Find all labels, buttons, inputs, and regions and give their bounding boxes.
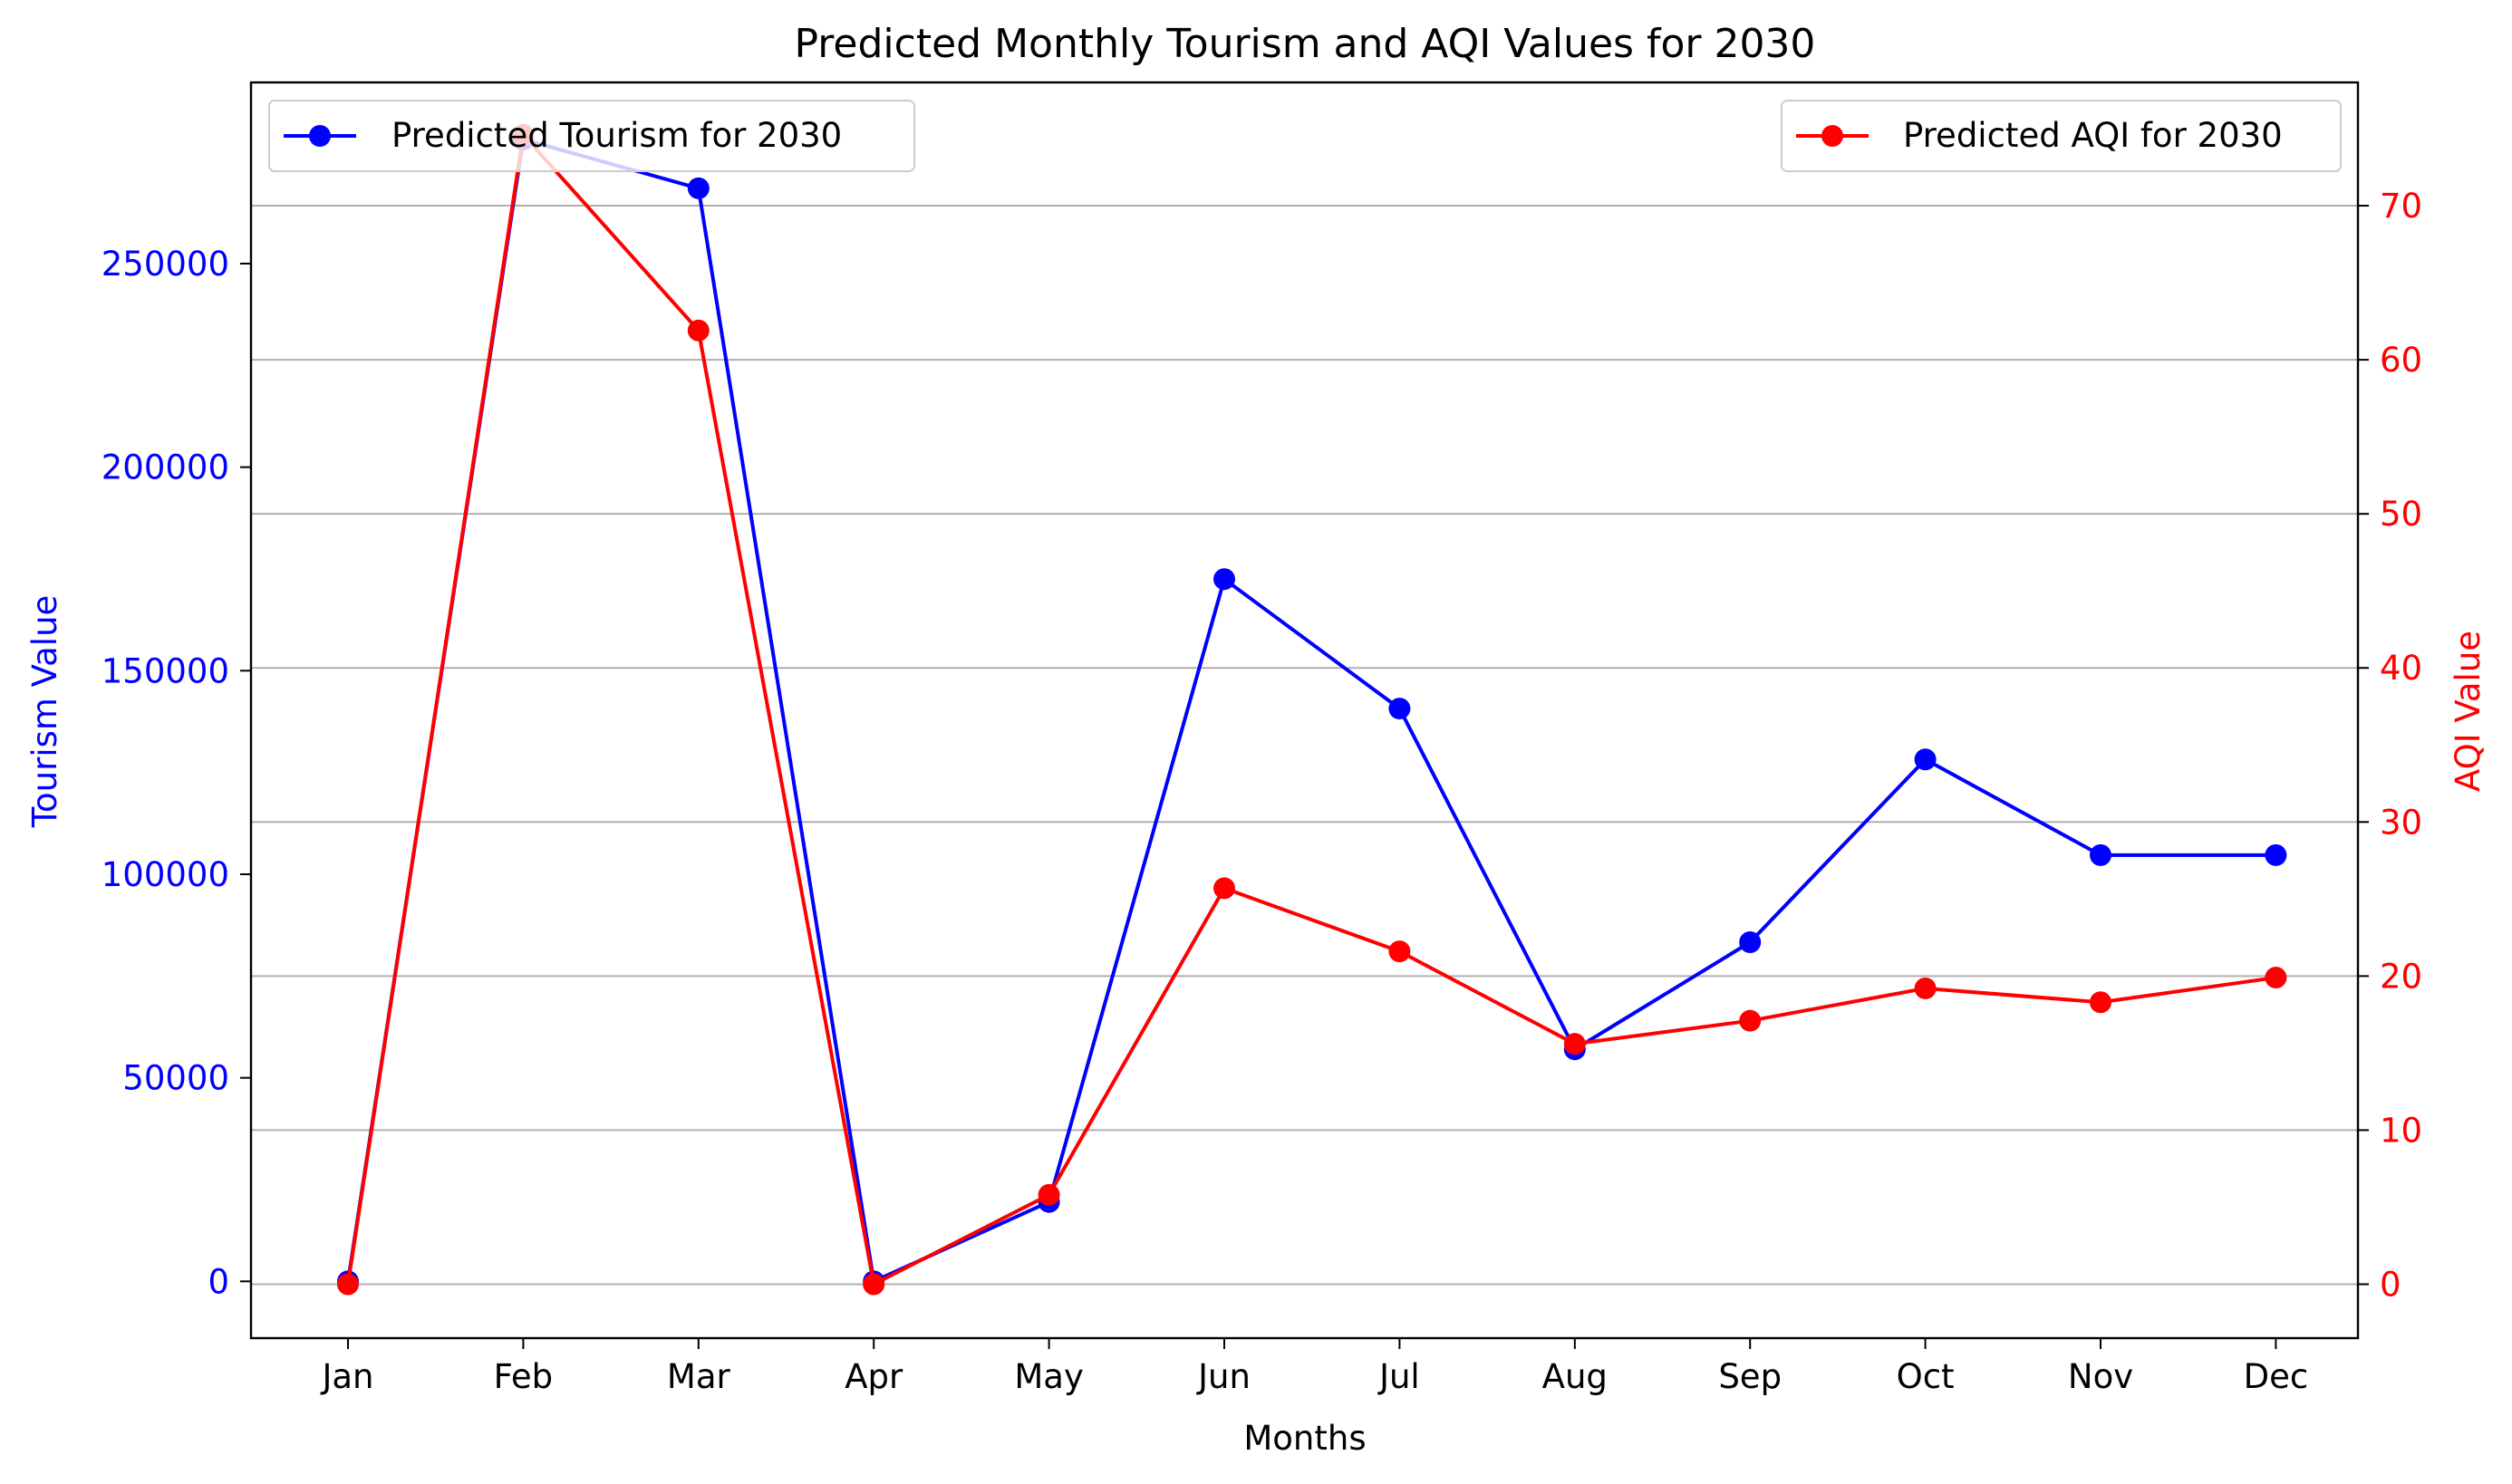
point-aqi-apr	[863, 1273, 885, 1296]
legend-tourism-box	[268, 100, 915, 172]
point-aqi-oct	[1914, 977, 1937, 999]
point-aqi-mar	[687, 319, 710, 342]
point-tourism-sep	[1739, 931, 1762, 954]
y-axis-left: 0 50000 100000 150000 200000 250000	[101, 245, 251, 1301]
grid-lines	[251, 205, 2358, 1286]
point-tourism-mar	[687, 177, 710, 199]
point-aqi-nov	[2090, 991, 2111, 1014]
point-tourism-dec	[2265, 843, 2287, 866]
legend-aqi-label: Predicted AQI for 2030	[1903, 116, 2283, 155]
y-right-tick-label-6: 60	[2380, 341, 2422, 380]
point-tourism-jul	[1388, 698, 1411, 720]
y-axis-right: 0 10 20 30 40 50 60 70	[2358, 187, 2422, 1304]
x-tick-label-jul: Jul	[1377, 1357, 1420, 1396]
chart-title: Predicted Monthly Tourism and AQI Values…	[795, 21, 1816, 67]
x-tick-label-nov: Nov	[2068, 1357, 2133, 1396]
y-left-tick-label-4: 200000	[101, 448, 229, 487]
point-aqi-jul	[1388, 940, 1411, 963]
point-aqi-aug	[1563, 1033, 1586, 1055]
plot-frame	[249, 81, 2360, 1340]
legend-aqi-marker-swatch	[1821, 125, 1843, 147]
y-left-tick-label-5: 250000	[101, 245, 229, 284]
legend-aqi-box	[1781, 100, 2342, 172]
point-aqi-dec	[2265, 967, 2287, 989]
y-left-tick-label-1: 50000	[122, 1059, 229, 1098]
y-right-tick-label-5: 50	[2380, 495, 2422, 534]
y-left-tick-label-3: 150000	[101, 651, 229, 690]
y-right-tick-label-4: 40	[2380, 649, 2422, 688]
point-aqi-may	[1038, 1183, 1060, 1206]
x-axis-label: Months	[1243, 1419, 1366, 1458]
y-right-tick-label-0: 0	[2380, 1265, 2401, 1304]
x-tick-label-apr: Apr	[845, 1357, 903, 1396]
point-aqi-jun	[1213, 877, 1235, 900]
y-right-tick-label-3: 30	[2380, 803, 2422, 842]
x-tick-label-feb: Feb	[494, 1357, 554, 1396]
y-left-tick-label-0: 0	[208, 1262, 229, 1301]
y-left-tick-label-2: 100000	[101, 855, 229, 894]
x-tick-label-may: May	[1014, 1357, 1084, 1396]
legend-tourism: Predicted Tourism for 2030	[268, 100, 915, 172]
y-right-tick-label-2: 20	[2380, 957, 2422, 996]
y-axis-right-label: AQI Value	[2449, 631, 2488, 792]
series-line-tourism	[346, 137, 2276, 1284]
x-axis: Jan Feb Mar Apr May Jun Jul Aug Sep Oct Nov Dec	[320, 1338, 2308, 1396]
x-tick-label-mar: Mar	[667, 1357, 731, 1396]
legend-tourism-label: Predicted Tourism for 2030	[391, 116, 842, 155]
x-tick-label-oct: Oct	[1897, 1357, 1955, 1396]
legend-tourism-marker-swatch	[309, 125, 331, 147]
y-axis-left-label: Tourism Value	[25, 595, 64, 829]
x-tick-label-jan: Jan	[320, 1357, 373, 1396]
point-tourism-jun	[1213, 568, 1235, 591]
series-line-aqi	[346, 132, 2276, 1286]
point-aqi-sep	[1739, 1009, 1762, 1032]
y-right-tick-label-1: 10	[2380, 1111, 2422, 1150]
x-tick-label-dec: Dec	[2244, 1357, 2309, 1396]
y-right-tick-label-7: 70	[2380, 187, 2422, 226]
point-tourism-nov	[2090, 843, 2111, 866]
x-tick-label-sep: Sep	[1718, 1357, 1782, 1396]
x-tick-label-aug: Aug	[1542, 1357, 1608, 1396]
legend-aqi: Predicted AQI for 2030	[1781, 100, 2342, 172]
point-aqi-jan	[337, 1273, 359, 1296]
point-tourism-oct	[1914, 748, 1937, 771]
x-tick-label-jun: Jun	[1196, 1357, 1251, 1396]
